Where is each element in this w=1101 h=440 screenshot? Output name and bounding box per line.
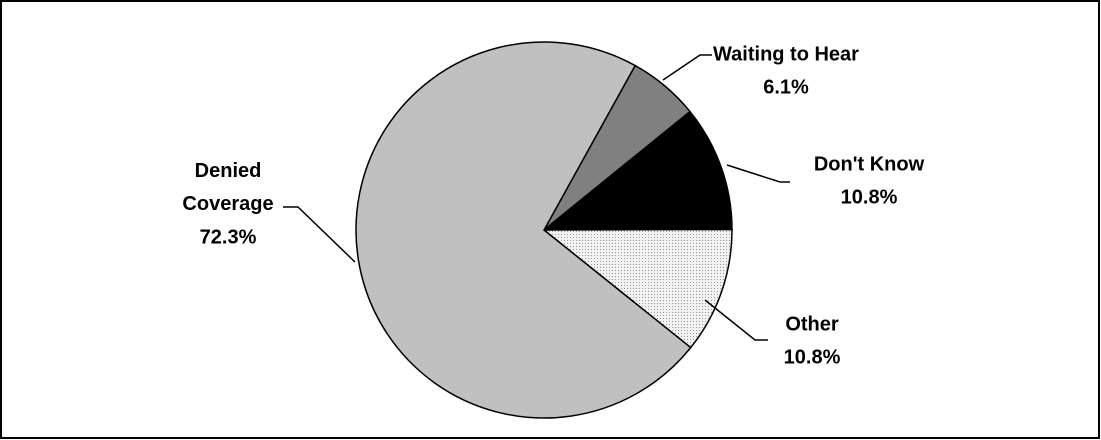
slice-value-label: 6.1% bbox=[763, 76, 809, 98]
leader-line bbox=[283, 206, 356, 263]
slice-value-label: 10.8% bbox=[784, 346, 841, 368]
leader-line bbox=[726, 164, 790, 183]
leader-line bbox=[704, 299, 768, 341]
pie-slice bbox=[541, 110, 733, 231]
slice-label: Denied Coverage bbox=[182, 160, 273, 215]
pie-slice bbox=[541, 228, 733, 349]
slice-label: Other bbox=[785, 313, 839, 335]
pie-slice bbox=[355, 41, 692, 419]
slice-label: Waiting to Hear bbox=[713, 43, 859, 65]
leader-line bbox=[662, 54, 712, 81]
slice-value-label: 72.3% bbox=[200, 226, 257, 248]
slice-label: Don't Know bbox=[814, 153, 925, 175]
slice-value-label: 10.8% bbox=[841, 186, 898, 208]
